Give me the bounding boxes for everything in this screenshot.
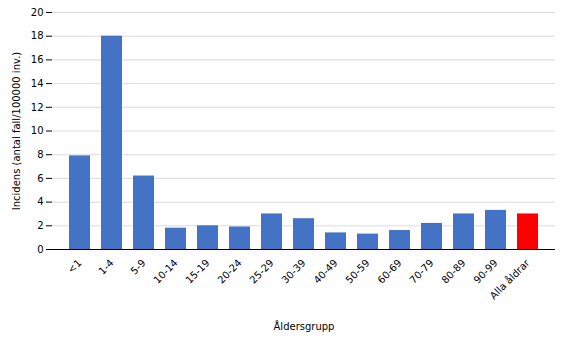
svg-text:25-29: 25-29 — [247, 257, 275, 285]
svg-text:40-49: 40-49 — [311, 257, 339, 285]
svg-text:60-69: 60-69 — [375, 257, 403, 285]
svg-text:70-79: 70-79 — [407, 257, 435, 285]
svg-text:1-4: 1-4 — [96, 257, 115, 276]
svg-text:20-24: 20-24 — [215, 257, 243, 285]
svg-text:8: 8 — [37, 149, 43, 160]
svg-text:4: 4 — [37, 196, 43, 207]
svg-text:30-39: 30-39 — [279, 257, 307, 285]
svg-text:20: 20 — [31, 7, 44, 18]
svg-text:0: 0 — [37, 244, 43, 255]
svg-text:Incidens (antal fall/100000 in: Incidens (antal fall/100000 inv.) — [11, 52, 22, 211]
svg-text:5-9: 5-9 — [128, 257, 147, 276]
svg-text:10: 10 — [31, 125, 44, 136]
svg-text:15-19: 15-19 — [183, 257, 211, 285]
svg-text:Åldersgrupp: Åldersgrupp — [274, 320, 335, 332]
svg-text:<1: <1 — [65, 257, 83, 275]
svg-text:90-99: 90-99 — [471, 257, 499, 285]
svg-text:Alla åldrar: Alla åldrar — [487, 256, 532, 301]
svg-text:50-59: 50-59 — [343, 257, 371, 285]
svg-text:12: 12 — [31, 102, 44, 113]
svg-text:18: 18 — [31, 30, 44, 41]
svg-text:2: 2 — [37, 220, 43, 231]
svg-text:14: 14 — [31, 78, 44, 89]
svg-text:80-89: 80-89 — [439, 257, 467, 285]
svg-text:6: 6 — [37, 173, 43, 184]
svg-text:16: 16 — [31, 54, 44, 65]
svg-text:10-14: 10-14 — [151, 257, 179, 285]
